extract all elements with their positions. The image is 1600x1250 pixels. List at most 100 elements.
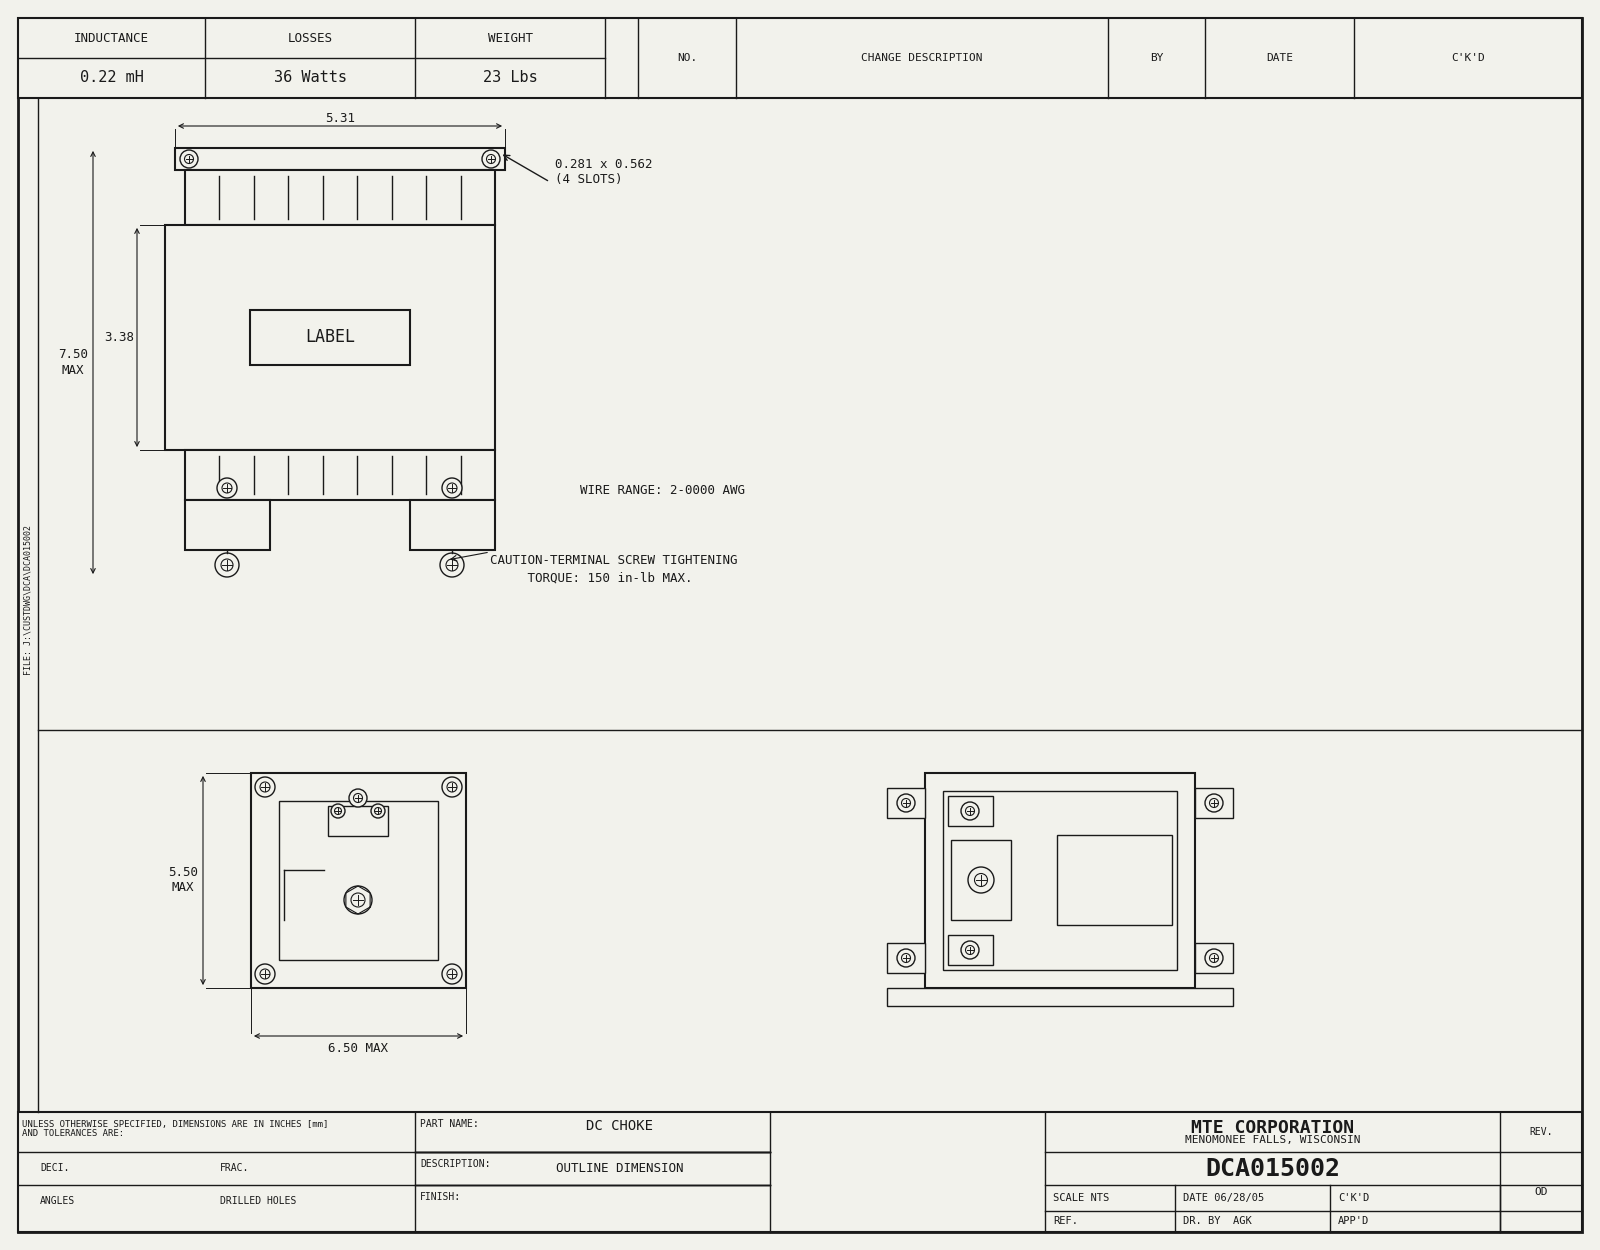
Bar bbox=[942, 791, 1178, 970]
Text: DESCRIPTION:: DESCRIPTION: bbox=[419, 1159, 491, 1169]
Circle shape bbox=[259, 969, 270, 979]
Circle shape bbox=[901, 954, 910, 962]
Text: LABEL: LABEL bbox=[306, 329, 355, 346]
Bar bbox=[165, 225, 494, 450]
Text: 5.31: 5.31 bbox=[325, 111, 355, 125]
Text: TORQUE: 150 in-lb MAX.: TORQUE: 150 in-lb MAX. bbox=[490, 571, 693, 585]
Bar bbox=[328, 806, 387, 836]
Bar bbox=[251, 772, 466, 988]
Text: INDUCTANCE: INDUCTANCE bbox=[74, 31, 149, 45]
Bar bbox=[886, 942, 925, 972]
Circle shape bbox=[334, 808, 341, 815]
Text: 36 Watts: 36 Watts bbox=[274, 70, 347, 85]
Bar bbox=[186, 450, 494, 500]
Bar bbox=[886, 788, 925, 818]
Text: PART NAME:: PART NAME: bbox=[419, 1119, 478, 1129]
Circle shape bbox=[446, 782, 458, 792]
Text: 3.38: 3.38 bbox=[104, 331, 134, 344]
Bar bbox=[278, 801, 438, 960]
Text: 0.22 mH: 0.22 mH bbox=[80, 70, 144, 85]
Text: NO.: NO. bbox=[677, 52, 698, 62]
Circle shape bbox=[222, 482, 232, 492]
Bar bbox=[174, 148, 506, 170]
Bar bbox=[925, 772, 1195, 988]
Text: 6.50 MAX: 6.50 MAX bbox=[328, 1041, 387, 1055]
Text: DECI.: DECI. bbox=[40, 1162, 69, 1172]
Text: APP'D: APP'D bbox=[1338, 1216, 1370, 1226]
Text: DATE: DATE bbox=[1266, 52, 1293, 62]
Text: 7.50
MAX: 7.50 MAX bbox=[58, 349, 88, 376]
Text: FILE: J:\CUSTDWG\DCA\DCA015002: FILE: J:\CUSTDWG\DCA\DCA015002 bbox=[24, 525, 32, 675]
Circle shape bbox=[440, 552, 464, 578]
Circle shape bbox=[254, 964, 275, 984]
Text: C'K'D: C'K'D bbox=[1451, 52, 1485, 62]
Text: FINISH:: FINISH: bbox=[419, 1192, 461, 1202]
Circle shape bbox=[442, 478, 462, 498]
Circle shape bbox=[218, 478, 237, 498]
Text: REF.: REF. bbox=[1053, 1216, 1078, 1226]
Circle shape bbox=[1205, 794, 1222, 812]
Text: DCA015002: DCA015002 bbox=[1205, 1156, 1341, 1180]
Text: BY: BY bbox=[1150, 52, 1163, 62]
Circle shape bbox=[259, 782, 270, 792]
Circle shape bbox=[974, 874, 987, 886]
Circle shape bbox=[179, 150, 198, 168]
Text: DC CHOKE: DC CHOKE bbox=[587, 1119, 653, 1132]
Text: UNLESS OTHERWISE SPECIFIED, DIMENSIONS ARE IN INCHES [mm]: UNLESS OTHERWISE SPECIFIED, DIMENSIONS A… bbox=[22, 1120, 328, 1129]
Bar bbox=[186, 500, 270, 550]
Text: MTE CORPORATION: MTE CORPORATION bbox=[1190, 1119, 1354, 1138]
Text: MENOMONEE FALLS, WISCONSIN: MENOMONEE FALLS, WISCONSIN bbox=[1184, 1135, 1360, 1145]
Text: ANGLES: ANGLES bbox=[40, 1196, 75, 1206]
Bar bbox=[18, 1112, 1582, 1232]
Circle shape bbox=[184, 155, 194, 164]
Bar bbox=[947, 796, 994, 826]
Circle shape bbox=[446, 969, 458, 979]
Circle shape bbox=[965, 806, 974, 815]
Circle shape bbox=[442, 964, 462, 984]
Text: WIRE RANGE: 2-0000 AWG: WIRE RANGE: 2-0000 AWG bbox=[579, 484, 746, 496]
Circle shape bbox=[214, 552, 238, 578]
Circle shape bbox=[898, 949, 915, 968]
Bar bbox=[947, 935, 994, 965]
Circle shape bbox=[968, 867, 994, 892]
Circle shape bbox=[254, 778, 275, 798]
Text: DRILLED HOLES: DRILLED HOLES bbox=[221, 1196, 296, 1206]
Text: 0.281 x 0.562
(4 SLOTS): 0.281 x 0.562 (4 SLOTS) bbox=[555, 158, 653, 186]
Text: AND TOLERANCES ARE:: AND TOLERANCES ARE: bbox=[22, 1130, 125, 1139]
Circle shape bbox=[1205, 949, 1222, 968]
Text: C'K'D: C'K'D bbox=[1338, 1192, 1370, 1202]
Bar bbox=[950, 840, 1011, 920]
Circle shape bbox=[446, 482, 458, 492]
Text: DR. BY  AGK: DR. BY AGK bbox=[1182, 1216, 1251, 1226]
Circle shape bbox=[962, 941, 979, 959]
Text: REV.: REV. bbox=[1530, 1128, 1552, 1138]
Circle shape bbox=[442, 778, 462, 798]
Circle shape bbox=[486, 155, 496, 164]
Circle shape bbox=[354, 794, 363, 802]
Circle shape bbox=[965, 945, 974, 955]
Bar bbox=[250, 310, 410, 365]
Text: WEIGHT: WEIGHT bbox=[488, 31, 533, 45]
Circle shape bbox=[371, 804, 386, 818]
Text: LOSSES: LOSSES bbox=[288, 31, 333, 45]
Bar bbox=[18, 18, 1582, 98]
Text: DATE 06/28/05: DATE 06/28/05 bbox=[1182, 1192, 1264, 1202]
Text: 23 Lbs: 23 Lbs bbox=[483, 70, 538, 85]
Text: OD: OD bbox=[1534, 1188, 1547, 1198]
Text: FRAC.: FRAC. bbox=[221, 1162, 250, 1172]
Bar bbox=[1058, 835, 1171, 925]
Bar bbox=[1195, 788, 1234, 818]
Bar bbox=[886, 988, 1234, 1006]
Circle shape bbox=[350, 892, 365, 908]
Circle shape bbox=[1210, 954, 1219, 962]
Bar bbox=[186, 170, 494, 225]
Circle shape bbox=[901, 799, 910, 808]
Circle shape bbox=[374, 808, 381, 815]
Circle shape bbox=[898, 794, 915, 812]
Text: SCALE NTS: SCALE NTS bbox=[1053, 1192, 1109, 1202]
Circle shape bbox=[349, 789, 366, 808]
Circle shape bbox=[962, 802, 979, 820]
Text: OUTLINE DIMENSION: OUTLINE DIMENSION bbox=[557, 1161, 683, 1175]
Circle shape bbox=[221, 559, 234, 571]
Bar bbox=[410, 500, 494, 550]
